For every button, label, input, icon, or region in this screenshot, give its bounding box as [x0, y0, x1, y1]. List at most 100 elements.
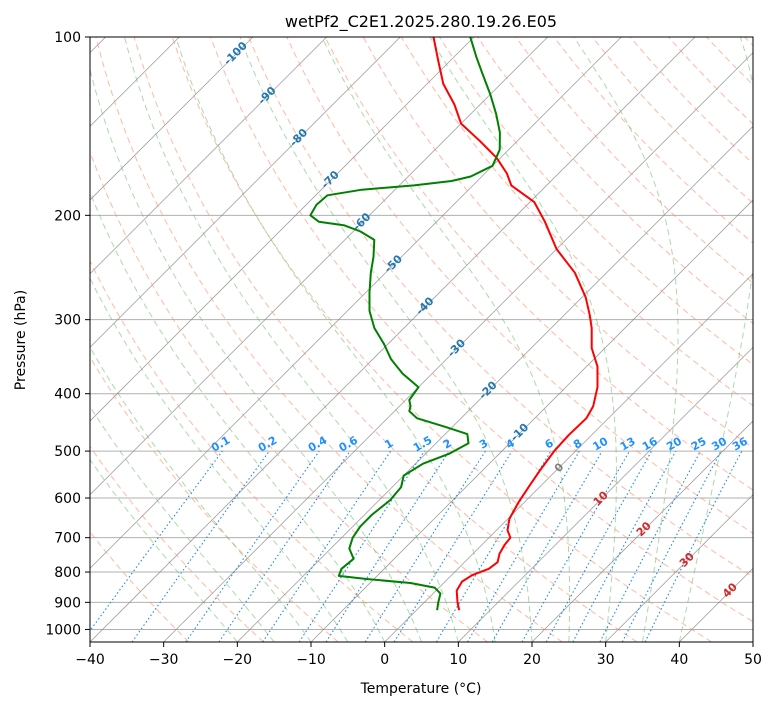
y-tick-label: 800 — [54, 565, 81, 581]
moist-adiabat-line — [239, 37, 533, 642]
mixing-ratio-line — [364, 450, 486, 642]
plot-frame — [89, 36, 754, 643]
isotherm-line — [90, 37, 696, 642]
isotherm-label: -20 — [476, 378, 499, 401]
mixing-ratio-lines — [90, 450, 743, 642]
isotherm-line — [90, 37, 548, 496]
x-tick-label: −20 — [223, 652, 253, 668]
dry-adiabat-line — [668, 37, 753, 125]
isotherm-line — [90, 37, 401, 348]
x-tick-label: 10 — [449, 652, 467, 668]
y-tick-label: 100 — [54, 30, 81, 46]
isotherm-label-warm: 30 — [677, 550, 697, 570]
dry-adiabat-line — [286, 37, 753, 534]
dry-adiabat-line — [324, 37, 753, 491]
x-tick-label: −40 — [75, 652, 105, 668]
dry-adiabat-line — [171, 37, 712, 642]
isotherm-line — [90, 37, 622, 569]
moist-adiabat-line — [90, 277, 349, 642]
isotherm-line — [90, 37, 475, 422]
moist-adiabat-line — [90, 405, 275, 642]
mixing-ratio-line — [90, 450, 223, 632]
isotherm-label-warm: 20 — [634, 519, 654, 539]
isotherm-label: -60 — [350, 210, 373, 233]
isotherm-lines — [90, 37, 753, 642]
moist-adiabats — [90, 37, 753, 642]
mixing-ratio-line — [521, 450, 630, 642]
x-tick-label: −10 — [296, 652, 326, 668]
x-tick-label: 0 — [380, 652, 389, 668]
mixing-ratio-line — [131, 450, 270, 642]
isotherm-line — [163, 52, 753, 642]
dry-adiabat-line — [133, 37, 638, 642]
moist-adiabat-line — [573, 37, 679, 642]
temperature-trace — [432, 37, 599, 611]
y-tick-label: 700 — [54, 531, 81, 547]
moist-adiabat-line — [321, 37, 571, 642]
isotherm-label: -40 — [413, 294, 436, 317]
y-tick-label: 1000 — [45, 622, 81, 638]
mixing-ratio-label: 6 — [543, 436, 556, 451]
x-axis-label: Temperature (°C) — [360, 681, 482, 697]
y-tick-label: 600 — [54, 491, 81, 507]
isotherm-line — [605, 494, 753, 642]
y-axis-ticks: 100 200 300 400 500 600 700 800 900 1000 — [45, 30, 90, 638]
isotherm-label: -30 — [445, 336, 468, 359]
dry-adiabat-line — [706, 37, 753, 86]
mixing-ratio-line — [644, 450, 743, 642]
y-tick-label: 400 — [54, 387, 81, 403]
isotherm-line — [90, 37, 254, 201]
mixing-ratio-line — [218, 450, 351, 642]
isotherm-line — [237, 125, 753, 642]
dewpoint-trace — [309, 37, 501, 611]
isotherm-label-warm: 40 — [720, 580, 740, 600]
y-tick-label: 200 — [54, 208, 81, 224]
mixing-ratio-label: 2 — [441, 437, 454, 452]
isotherm-line — [531, 420, 753, 642]
dry-adiabat-line — [90, 150, 488, 642]
isotherm-label: -50 — [382, 252, 405, 275]
x-tick-label: 40 — [670, 652, 688, 668]
y-tick-label: 300 — [54, 313, 81, 329]
mixing-ratio-line — [545, 450, 653, 642]
mixing-ratio-line — [298, 450, 425, 642]
isotherm-line — [90, 37, 327, 275]
x-tick-label: −30 — [149, 652, 179, 668]
dry-adiabats — [90, 37, 753, 642]
moist-adiabat-line — [90, 346, 312, 642]
sounding-series — [309, 37, 599, 611]
moist-adiabat-line — [678, 37, 753, 642]
dry-adiabat-line — [248, 37, 753, 578]
mixing-ratio-line — [572, 450, 677, 642]
isotherm-line — [384, 273, 753, 642]
isotherm-line — [458, 346, 753, 642]
isotherm-label: -70 — [319, 168, 342, 191]
mixing-ratio-line — [599, 450, 701, 642]
x-tick-label: 20 — [523, 652, 541, 668]
isotherm-label-warm: 10 — [591, 488, 611, 508]
moist-adiabat-line — [90, 190, 386, 642]
dry-adiabat-line — [210, 37, 753, 623]
moist-adiabat-line — [175, 37, 496, 642]
dry-adiabat-line — [95, 37, 563, 642]
isopleth-labels: 0.1 0.2 0.4 0.6 1 1.5 2 3 4 6 8 10 13 16 20 25 30 36-100-… — [209, 39, 750, 600]
isotherm-label: -90 — [255, 84, 278, 107]
mixing-ratio-line — [262, 450, 392, 642]
x-tick-label: 50 — [744, 652, 762, 668]
isotherm-line — [679, 567, 753, 642]
dry-adiabat-line — [90, 356, 339, 642]
x-axis-ticks: −40 −30 −20 −10 0 10 20 30 40 50 — [75, 642, 762, 668]
dry-adiabat-line — [591, 37, 753, 204]
x-tick-label: 30 — [597, 652, 615, 668]
y-tick-label: 500 — [54, 444, 81, 460]
dry-adiabat-line — [744, 37, 753, 47]
chart-title: wetPf2_C2E1.2025.280.19.26.E05 — [285, 12, 557, 32]
y-tick-label: 900 — [54, 595, 81, 611]
dry-adiabat-line — [515, 37, 753, 284]
plot-area: 0.1 0.2 0.4 0.6 1 1.5 2 3 4 6 8 10 13 16 20 25 30 36-100-… — [90, 37, 753, 642]
dry-adiabat-line — [90, 259, 414, 642]
moist-adiabat-line — [429, 37, 617, 642]
mixing-ratio-line — [393, 450, 513, 642]
dry-adiabat-line — [553, 37, 753, 244]
